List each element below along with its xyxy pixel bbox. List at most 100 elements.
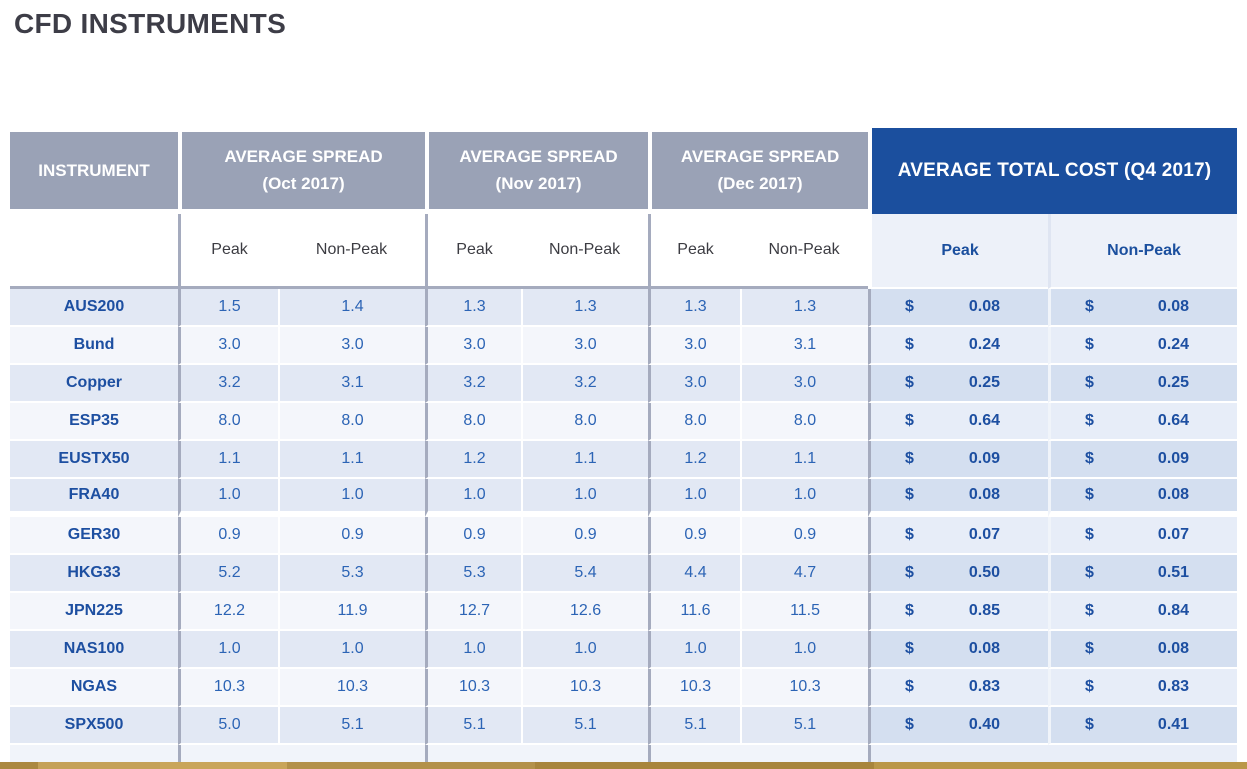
dec-nonpeak-value: 3.1 — [740, 327, 869, 365]
dec-peak-subheader: Peak — [648, 214, 741, 289]
cost-nonpeak-content: $ 0.24 — [1051, 336, 1237, 354]
nov-nonpeak-value: 12.6 — [521, 593, 649, 631]
dollar-sign: $ — [1085, 716, 1094, 733]
nov-nonpeak-value: 3.2 — [521, 365, 649, 403]
table-row: AUS200 1.5 1.4 1.3 1.3 1.3 1.3 $ 0.08 $ … — [10, 289, 1238, 327]
cost-peak-content: $ 0.08 — [871, 640, 1048, 658]
dollar-sign: $ — [1085, 450, 1094, 467]
cost-nonpeak-cell: $ 0.07 — [1048, 517, 1238, 555]
instrument-name: NGAS — [10, 669, 178, 707]
nov-peak-value: 0.9 — [425, 517, 522, 555]
cost-nonpeak-cell: $ 0.08 — [1048, 631, 1238, 669]
cost-nonpeak-value: 0.51 — [1157, 564, 1190, 581]
cost-nonpeak-value: 0.84 — [1157, 602, 1190, 619]
nov-nonpeak-value: 0.9 — [521, 517, 649, 555]
oct-peak-subheader: Peak — [178, 214, 278, 289]
instrument-column-header: INSTRUMENT — [10, 128, 178, 214]
cost-peak-cell: $ 0.25 — [868, 365, 1049, 403]
nov-peak-value: 10.3 — [425, 669, 522, 707]
cost-peak-value: 0.25 — [968, 374, 1001, 391]
dec-peak-value: 11.6 — [648, 593, 741, 631]
dollar-sign: $ — [1085, 564, 1094, 581]
table-row: Copper 3.2 3.1 3.2 3.2 3.0 3.0 $ 0.25 $ … — [10, 365, 1238, 403]
dec-nonpeak-value: 1.0 — [740, 631, 869, 669]
oct-nonpeak-value: 1.0 — [278, 479, 426, 517]
cost-peak-cell: $ 0.08 — [868, 289, 1049, 327]
dec-peak-value: 3.0 — [648, 365, 741, 403]
cost-nonpeak-value: 0.64 — [1157, 412, 1190, 429]
nov-nonpeak-subheader: Non-Peak — [521, 214, 649, 289]
cost-nonpeak-cell: $ 0.51 — [1048, 555, 1238, 593]
dollar-sign: $ — [905, 450, 914, 467]
cost-nonpeak-content: $ 0.09 — [1051, 450, 1237, 468]
dec-peak-value: 1.0 — [648, 631, 741, 669]
instrument-name: Copper — [10, 365, 178, 403]
cost-peak-cell: $ 0.08 — [868, 631, 1049, 669]
dec-peak-value: 8.0 — [648, 403, 741, 441]
avg-total-cost-header: AVERAGE TOTAL COST (Q4 2017) — [868, 128, 1238, 214]
cost-peak-value: 0.64 — [968, 412, 1001, 429]
oct-nonpeak-value: 5.3 — [278, 555, 426, 593]
dollar-sign: $ — [905, 602, 914, 619]
dollar-sign: $ — [1085, 486, 1094, 503]
cost-nonpeak-cell: $ 0.08 — [1048, 289, 1238, 327]
table-body: AUS200 1.5 1.4 1.3 1.3 1.3 1.3 $ 0.08 $ … — [10, 289, 1238, 745]
instrument-subheader-empty-cell — [10, 214, 178, 289]
dec-nonpeak-value: 0.9 — [740, 517, 869, 555]
oct-nonpeak-value: 5.1 — [278, 707, 426, 745]
nov-peak-value: 1.3 — [425, 289, 522, 327]
oct-peak-value: 1.1 — [178, 441, 278, 479]
table-row: JPN225 12.2 11.9 12.7 12.6 11.6 11.5 $ 0… — [10, 593, 1238, 631]
bottom-bar — [0, 762, 1247, 769]
cost-nonpeak-content: $ 0.07 — [1051, 526, 1237, 544]
dec-nonpeak-value: 10.3 — [740, 669, 869, 707]
cost-peak-cell: $ 0.50 — [868, 555, 1049, 593]
cost-peak-content: $ 0.64 — [871, 412, 1048, 430]
avg-spread-oct-line1: AVERAGE SPREAD — [224, 147, 383, 167]
instrument-name: EUSTX50 — [10, 441, 178, 479]
oct-nonpeak-value: 11.9 — [278, 593, 426, 631]
cost-peak-cell: $ 0.40 — [868, 707, 1049, 745]
cost-peak-value: 0.50 — [968, 564, 1001, 581]
oct-peak-value: 5.2 — [178, 555, 278, 593]
oct-nonpeak-value: 10.3 — [278, 669, 426, 707]
table-row: NAS100 1.0 1.0 1.0 1.0 1.0 1.0 $ 0.08 $ … — [10, 631, 1238, 669]
cost-nonpeak-cell: $ 0.24 — [1048, 327, 1238, 365]
avg-spread-nov-header: AVERAGE SPREAD (Nov 2017) — [425, 128, 649, 214]
cost-nonpeak-cell: $ 0.83 — [1048, 669, 1238, 707]
oct-nonpeak-value: 1.1 — [278, 441, 426, 479]
nov-peak-value: 3.0 — [425, 327, 522, 365]
cost-peak-cell: $ 0.83 — [868, 669, 1049, 707]
instrument-name: ESP35 — [10, 403, 178, 441]
oct-peak-value: 8.0 — [178, 403, 278, 441]
dec-peak-value: 5.1 — [648, 707, 741, 745]
dec-nonpeak-value: 1.0 — [740, 479, 869, 517]
instrument-name: HKG33 — [10, 555, 178, 593]
nov-nonpeak-value: 3.0 — [521, 327, 649, 365]
nov-peak-value: 12.7 — [425, 593, 522, 631]
cost-nonpeak-value: 0.24 — [1157, 336, 1190, 353]
dec-peak-value: 1.3 — [648, 289, 741, 327]
nov-peak-subheader: Peak — [425, 214, 522, 289]
nov-peak-value: 1.2 — [425, 441, 522, 479]
cost-peak-cell: $ 0.08 — [868, 479, 1049, 517]
cost-peak-value: 0.09 — [968, 450, 1001, 467]
dollar-sign: $ — [1085, 526, 1094, 543]
table-row: ESP35 8.0 8.0 8.0 8.0 8.0 8.0 $ 0.64 $ 0… — [10, 403, 1238, 441]
cost-nonpeak-value: 0.09 — [1157, 450, 1190, 467]
cost-nonpeak-cell: $ 0.41 — [1048, 707, 1238, 745]
dec-peak-value: 3.0 — [648, 327, 741, 365]
cost-peak-cell: $ 0.09 — [868, 441, 1049, 479]
avg-spread-dec-line1: AVERAGE SPREAD — [680, 147, 840, 167]
avg-spread-nov-line2: (Nov 2017) — [495, 173, 582, 193]
cost-nonpeak-value: 0.41 — [1157, 716, 1190, 733]
oct-peak-value: 10.3 — [178, 669, 278, 707]
nov-nonpeak-value: 5.1 — [521, 707, 649, 745]
oct-peak-value: 3.0 — [178, 327, 278, 365]
instrument-name: FRA40 — [10, 479, 178, 517]
oct-peak-value: 5.0 — [178, 707, 278, 745]
dollar-sign: $ — [905, 678, 914, 695]
cost-nonpeak-content: $ 0.83 — [1051, 678, 1237, 696]
cost-peak-cell: $ 0.24 — [868, 327, 1049, 365]
cost-nonpeak-content: $ 0.64 — [1051, 412, 1237, 430]
